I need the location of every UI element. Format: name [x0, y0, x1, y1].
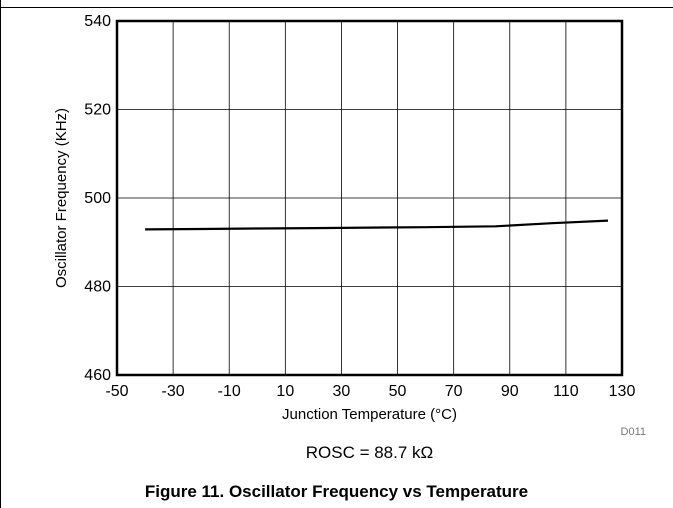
figure-caption: Figure 11. Oscillator Frequency vs Tempe… — [144, 482, 529, 501]
oscillator-frequency-chart: -50 -30 -10 10 30 50 70 90 110 130 460 480 500 520 54… — [53, 13, 646, 462]
y-axis-label: Oscillator Frequency (KHz) — [53, 108, 70, 288]
plot-area-border — [115, 19, 624, 377]
series-line-0 — [145, 219, 609, 231]
series-layer — [145, 219, 609, 231]
rosc-note: ROSC = 88.7 kΩ — [306, 443, 434, 462]
x-tick-label-9: 130 — [609, 383, 636, 400]
x-tick-label-4: 30 — [333, 383, 351, 400]
x-tick-label-6: 70 — [445, 383, 463, 400]
figure-top-rule — [0, 7, 673, 8]
grid-lines — [116, 20, 623, 376]
x-tick-label-8: 110 — [553, 383, 579, 400]
x-tick-label-0: -50 — [105, 383, 128, 400]
y-tick-label-0: 460 — [84, 367, 111, 384]
x-tick-label-1: -30 — [162, 383, 185, 400]
x-tick-label-2: -10 — [218, 383, 241, 400]
x-tick-label-7: 90 — [501, 383, 519, 400]
x-tick-label-3: 10 — [276, 383, 294, 400]
y-tick-label-1: 480 — [84, 279, 111, 296]
x-tick-labels: -50 -30 -10 10 30 50 70 90 110 130 — [105, 383, 635, 400]
x-tick-label-5: 50 — [389, 383, 407, 400]
figure-code: D011 — [621, 426, 646, 438]
x-axis-label: Junction Temperature (°C) — [282, 406, 457, 423]
y-tick-label-2: 500 — [84, 190, 111, 207]
y-tick-label-3: 520 — [84, 102, 111, 119]
y-tick-labels: 460 480 500 520 540 — [84, 13, 111, 384]
y-tick-label-4: 540 — [84, 13, 111, 30]
